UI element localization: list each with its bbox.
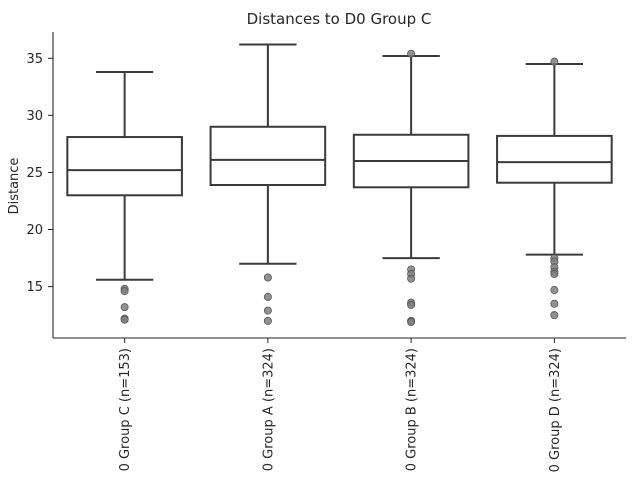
outlier-point	[263, 273, 272, 282]
outlier-point	[263, 316, 272, 325]
outlier-point	[407, 49, 416, 58]
x-tick-label: 0 Group B (n=324)	[405, 348, 420, 471]
outlier-point	[407, 274, 416, 283]
y-axis-label: Distance	[7, 158, 22, 215]
y-tick-label: 15	[26, 280, 43, 295]
chart-title: Distances to D0 Group C	[247, 10, 432, 28]
x-tick-label: 0 Group D (n=324)	[548, 348, 563, 472]
y-axis-ticks: 15 20 25 30 35	[26, 52, 53, 295]
outlier-point	[550, 57, 559, 66]
outlier-point	[550, 311, 559, 320]
outlier-point	[550, 299, 559, 308]
x-tick-label: 0 Group C (n=153)	[118, 348, 133, 471]
box-group	[352, 49, 470, 327]
outlier-point	[263, 292, 272, 301]
y-tick-label: 20	[26, 223, 43, 238]
outlier-point	[120, 315, 129, 324]
x-axis-ticks: 0 Group C (n=153) 0 Group A (n=324) 0 Grou…	[118, 338, 563, 472]
box-group	[66, 70, 183, 324]
box-iqr	[209, 125, 327, 186]
y-tick-label: 30	[26, 109, 43, 124]
box-iqr	[66, 136, 183, 197]
box-iqr	[496, 134, 613, 184]
outlier-point	[120, 303, 129, 312]
y-tick-label: 35	[26, 52, 43, 67]
outlier-point	[120, 287, 129, 296]
outlier-point	[550, 286, 559, 295]
outlier-point	[407, 318, 416, 327]
box-group	[209, 43, 327, 325]
outlier-point	[263, 306, 272, 315]
outlier-point	[550, 270, 559, 279]
box-group	[496, 57, 613, 320]
y-tick-label: 25	[26, 166, 43, 181]
x-tick-label: 0 Group A (n=324)	[261, 348, 276, 471]
outlier-point	[407, 300, 416, 309]
boxes-layer	[66, 43, 613, 327]
